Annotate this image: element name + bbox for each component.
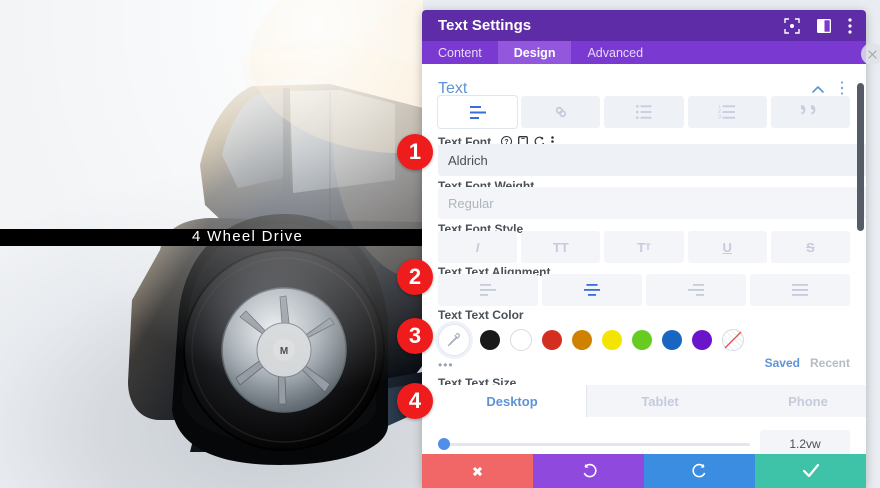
svg-text:3: 3 [718, 115, 721, 119]
